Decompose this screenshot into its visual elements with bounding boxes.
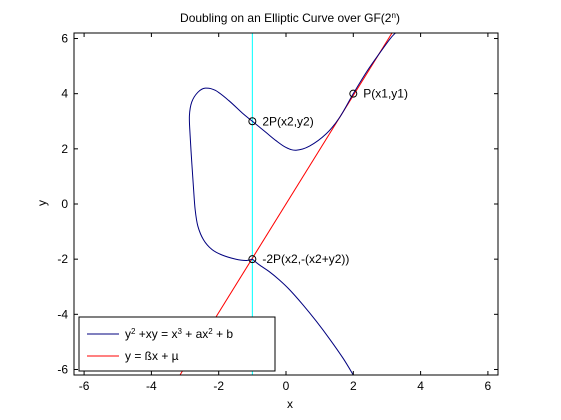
legend-box <box>78 316 276 372</box>
legend: y2 +xy = x3 + ax2 + by = ßx + µ <box>78 316 276 372</box>
legend-label-line: y = ßx + µ <box>125 349 179 363</box>
chart-title-superscript: n <box>391 11 395 20</box>
x-axis-label: x <box>287 397 293 411</box>
x-tick-label-5: 4 <box>417 379 424 393</box>
y-tick-label-2: -2 <box>57 252 68 266</box>
y-tick-label-0: -6 <box>57 362 68 376</box>
point-marker-2 <box>248 255 257 264</box>
legend-label-part: y <box>125 327 131 341</box>
x-tick-label-1: -4 <box>146 379 157 393</box>
x-tick-label-2: -2 <box>213 379 224 393</box>
x-tick-label-0: -6 <box>79 379 90 393</box>
point-label-0: P(x1,y1) <box>363 87 408 101</box>
x-tick-label-6: 6 <box>485 379 492 393</box>
y-tick-label-6: 6 <box>61 32 68 46</box>
legend-label-part: 2 <box>131 327 136 336</box>
point-marker-1 <box>248 117 257 126</box>
axes: -6 -4 -2 0 2 4 6 -6 -4 -2 0 2 4 6 <box>57 32 499 393</box>
x-tick-label-3: 0 <box>283 379 290 393</box>
legend-label-part: 2 <box>208 327 213 336</box>
legend-label-part: y = ßx + µ <box>125 349 179 363</box>
y-tick-label-5: 4 <box>61 87 68 101</box>
x-tick-label-4: 2 <box>350 379 357 393</box>
point-marker-0 <box>349 89 358 98</box>
chart-title-main: Doubling on an Elliptic Curve over GF(2 <box>180 11 392 25</box>
point-label-2: -2P(x2,-(x2+y2)) <box>262 252 349 266</box>
curve-loop <box>188 33 396 262</box>
legend-label-part: +xy = x <box>135 327 177 341</box>
y-tick-label-1: -4 <box>57 307 68 321</box>
point-label-1: 2P(x2,y2) <box>262 114 313 128</box>
y-axis-label: y <box>35 200 49 206</box>
curve-branch <box>252 258 354 375</box>
legend-label-part: 3 <box>177 327 182 336</box>
y-tick-label-4: 2 <box>61 142 68 156</box>
y-tick-label-3: 0 <box>61 197 68 211</box>
legend-label-curve: y2 +xy = x3 + ax2 + b <box>125 327 233 342</box>
chart-title: Doubling on an Elliptic Curve over GF(2n… <box>180 11 400 26</box>
chart-title-end: ) <box>396 11 400 25</box>
legend-label-part: + b <box>213 327 234 341</box>
legend-label-part: + ax <box>182 327 208 341</box>
